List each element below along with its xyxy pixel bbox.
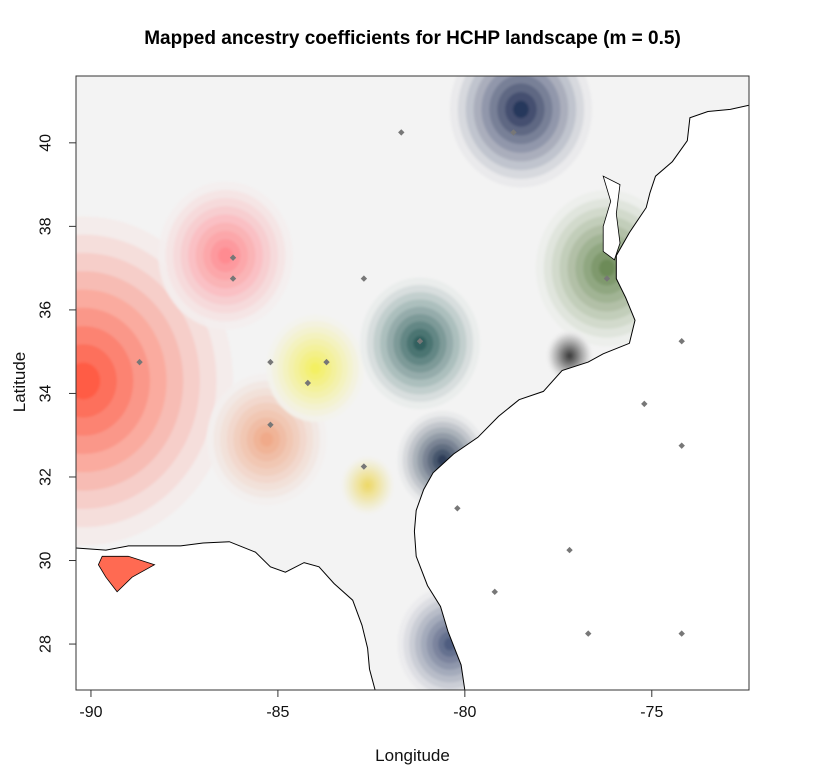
sample-point — [267, 421, 274, 428]
y-tick-label: 34 — [38, 384, 55, 402]
sample-point — [398, 129, 405, 136]
x-tick-label: -85 — [266, 704, 289, 721]
sample-point — [678, 442, 685, 449]
ancestry-cluster-7 — [449, 76, 592, 188]
y-tick-label: 38 — [38, 217, 55, 235]
gulf-mask — [76, 541, 376, 690]
sample-point — [416, 338, 424, 345]
water-body-2 — [602, 175, 621, 261]
sample-point — [229, 254, 237, 261]
y-axis-label: Latitude — [10, 351, 29, 413]
x-tick-label: -90 — [79, 704, 102, 721]
sample-point — [603, 275, 611, 282]
inland-water — [97, 175, 621, 593]
x-tick-label: -75 — [640, 704, 663, 721]
sample-point — [229, 275, 237, 282]
sample-point — [510, 129, 517, 136]
sample-point — [678, 338, 685, 345]
sample-point — [641, 400, 648, 408]
coastline — [76, 104, 749, 690]
x-axis: -90 -85 -80 -75 — [79, 689, 663, 721]
sample-point — [678, 630, 685, 637]
sample-point — [267, 358, 274, 366]
ancestry-cluster-4 — [266, 314, 364, 422]
y-tick-label: 28 — [38, 635, 55, 653]
ocean-mask — [76, 105, 749, 690]
sample-point — [585, 630, 592, 637]
water-body-1 — [97, 555, 156, 593]
y-tick-label: 40 — [38, 134, 55, 152]
sample-points — [136, 129, 685, 637]
y-tick-label: 36 — [38, 301, 55, 319]
ancestry-cluster-11 — [547, 331, 592, 381]
y-tick-label: 32 — [38, 468, 55, 486]
y-tick-label: 30 — [38, 552, 55, 570]
sample-point — [360, 463, 368, 470]
sample-point — [566, 546, 573, 554]
sample-point — [454, 505, 461, 512]
x-tick-label: -80 — [453, 704, 476, 721]
sample-point — [304, 379, 312, 387]
map-title: Mapped ancestry coefficients for HCHP la… — [144, 28, 681, 49]
ancestry-cluster-2 — [158, 181, 293, 330]
sample-point — [360, 275, 368, 282]
y-axis: 28 30 32 34 36 38 40 — [38, 134, 77, 653]
x-axis-label: Longitude — [375, 746, 450, 765]
sample-point — [136, 358, 143, 366]
ancestry-cluster-5 — [341, 456, 394, 515]
sample-point — [323, 358, 330, 366]
sample-point — [491, 588, 498, 596]
